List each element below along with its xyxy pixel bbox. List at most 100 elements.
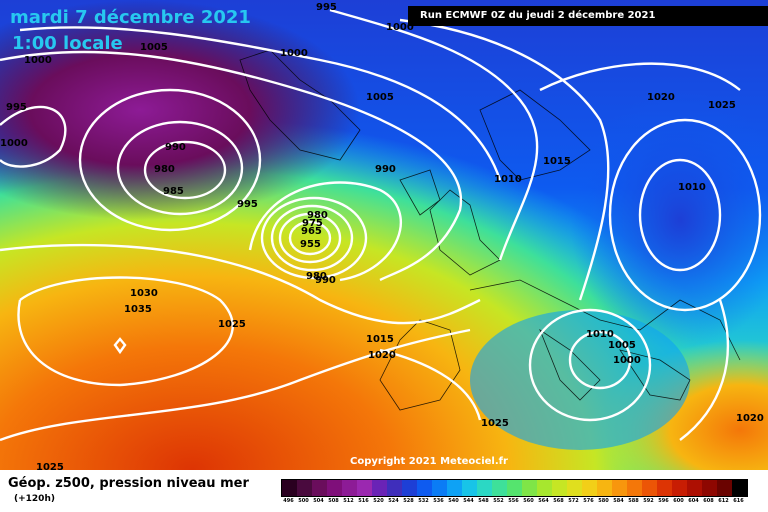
isobars	[0, 8, 762, 442]
color-scale-labels: 496 500 504 508 512 516 520 524 528 532 536 540 544 5…	[281, 498, 746, 504]
scale-label: 516	[358, 498, 369, 504]
scale-swatch	[537, 480, 552, 496]
isobar-label: 1020	[368, 350, 396, 361]
scale-label: 512	[343, 498, 354, 504]
scale-label: 544	[463, 498, 474, 504]
isobar-label: 1015	[543, 156, 571, 167]
isobar-label: 1025	[708, 100, 736, 111]
scale-swatch	[657, 480, 672, 496]
scale-swatch	[597, 480, 612, 496]
isobar-label: 1015	[366, 334, 394, 345]
isobar-label: 1025	[481, 418, 509, 429]
scale-swatch	[282, 480, 297, 496]
scale-swatch	[567, 480, 582, 496]
scale-swatch	[342, 480, 357, 496]
scale-swatch	[582, 480, 597, 496]
scale-label: 524	[388, 498, 399, 504]
scale-label: 548	[478, 498, 489, 504]
scale-label: 568	[553, 498, 564, 504]
scale-swatch	[612, 480, 627, 496]
isobar-label: 1020	[647, 92, 675, 103]
forecast-time: 1:00 locale	[12, 33, 123, 54]
isobar-label: 990	[315, 275, 336, 286]
scale-label: 584	[613, 498, 624, 504]
scale-swatch	[387, 480, 402, 496]
scale-swatch	[327, 480, 342, 496]
isobar-label: 955	[300, 239, 321, 250]
isobar-label: 1005	[366, 92, 394, 103]
scale-label: 604	[688, 498, 699, 504]
scale-swatch	[417, 480, 432, 496]
isobar-label: 1025	[36, 462, 64, 470]
scale-swatch	[717, 480, 732, 496]
scale-label: 520	[373, 498, 384, 504]
scale-swatch	[522, 480, 537, 496]
scale-label: 540	[448, 498, 459, 504]
scale-swatch	[732, 480, 747, 496]
isobar-label: 1010	[494, 174, 522, 185]
isobar-label: 1010	[678, 182, 706, 193]
isobar-label: 1000	[280, 48, 308, 59]
isobar-label: 980	[306, 271, 327, 282]
isobar-label: 1025	[218, 319, 246, 330]
copyright: Copyright 2021 Meteociel.fr	[350, 456, 508, 467]
scale-label: 560	[523, 498, 534, 504]
scale-label: 556	[508, 498, 519, 504]
scale-label: 532	[418, 498, 429, 504]
scale-swatch	[297, 480, 312, 496]
isobar-label: 990	[375, 164, 396, 175]
scale-label: 576	[583, 498, 594, 504]
isobar-label: 1030	[130, 288, 158, 299]
scale-label: 528	[403, 498, 414, 504]
scale-label: 500	[298, 498, 309, 504]
legend-subtitle: (+120h)	[14, 494, 55, 504]
isobar-label: 995	[316, 2, 337, 13]
scale-swatch	[477, 480, 492, 496]
isobar-label: 1035	[124, 304, 152, 315]
isobar-label: 980	[307, 210, 328, 221]
forecast-date: mardi 7 décembre 2021	[10, 7, 251, 28]
weather-map: 995 1005 1000 1000 995 1000 1000 1005 99…	[0, 0, 768, 470]
legend-title: Géop. z500, pression niveau mer	[8, 476, 249, 491]
scale-label: 616	[733, 498, 744, 504]
scale-label: 588	[628, 498, 639, 504]
isobar-label: 965	[301, 226, 322, 237]
isobar-label: 980	[154, 164, 175, 175]
scale-label: 536	[433, 498, 444, 504]
scale-label: 608	[703, 498, 714, 504]
scale-swatch	[507, 480, 522, 496]
isobar-label: 1000	[613, 355, 641, 366]
scale-label: 564	[538, 498, 549, 504]
scale-label: 580	[598, 498, 609, 504]
scale-swatch	[552, 480, 567, 496]
scale-label: 600	[673, 498, 684, 504]
scale-swatch	[312, 480, 327, 496]
scale-swatch	[492, 480, 507, 496]
scale-swatch	[702, 480, 717, 496]
isobar-label: 1000	[24, 55, 52, 66]
isobar-label: 985	[163, 186, 184, 197]
scale-swatch	[432, 480, 447, 496]
scale-swatch	[357, 480, 372, 496]
isobar-label: 990	[165, 142, 186, 153]
scale-label: 508	[328, 498, 339, 504]
scale-label: 592	[643, 498, 654, 504]
scale-swatch	[447, 480, 462, 496]
scale-swatch	[642, 480, 657, 496]
scale-label: 596	[658, 498, 669, 504]
scale-swatch	[462, 480, 477, 496]
isobar-label: 1010	[586, 329, 614, 340]
scale-swatch	[372, 480, 387, 496]
isobar-label: 1000	[0, 138, 28, 149]
isobar-label: 995	[6, 102, 27, 113]
scale-label: 504	[313, 498, 324, 504]
isobar-label: 1005	[140, 42, 168, 53]
scale-swatch	[627, 480, 642, 496]
isobar-label: 1000	[386, 22, 414, 33]
isobar-label: 975	[302, 218, 323, 229]
scale-swatch	[687, 480, 702, 496]
scale-label: 496	[283, 498, 294, 504]
isobar-label: 995	[237, 199, 258, 210]
color-scale	[281, 479, 748, 497]
isobar-label: 1020	[736, 413, 764, 424]
